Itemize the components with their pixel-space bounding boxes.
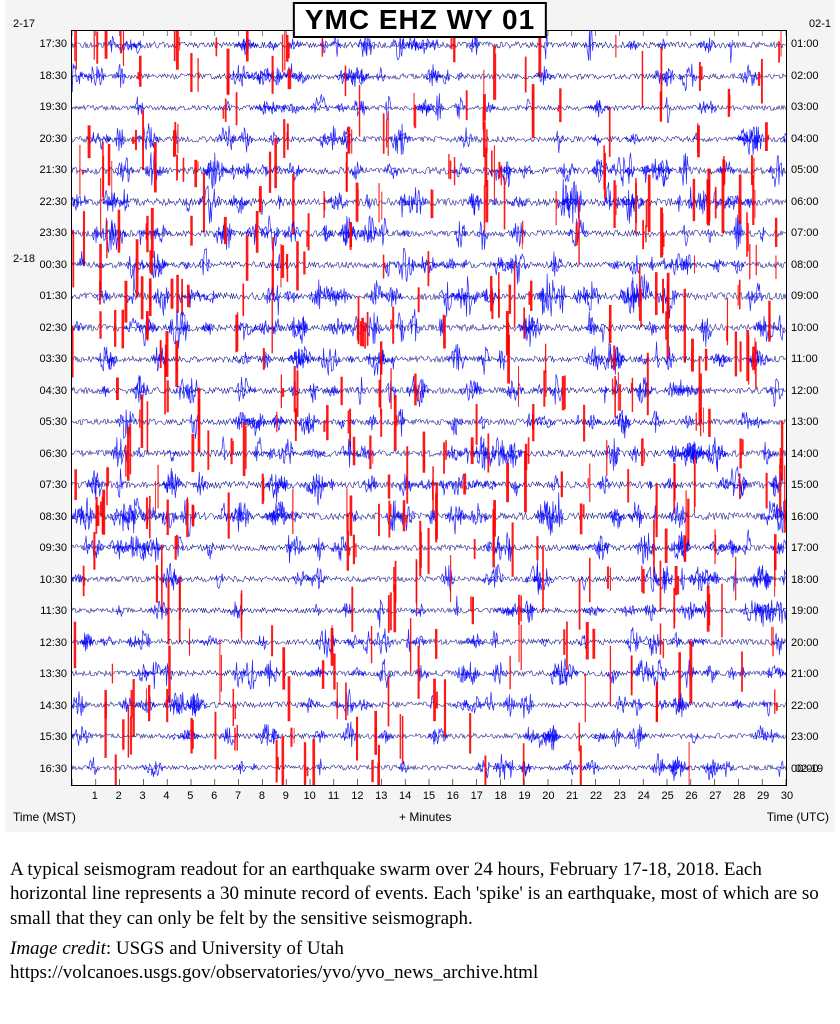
left-time-label: 16:30 [17, 763, 67, 775]
x-tick-label: 30 [781, 790, 793, 802]
source-url: https://volcanoes.usgs.gov/observatories… [0, 961, 840, 985]
x-tick-label: 2 [116, 790, 122, 802]
date-top-right: 02-1 [809, 18, 831, 30]
x-tick-label: 24 [638, 790, 650, 802]
left-time-label: 05:30 [17, 416, 67, 428]
left-time-label: 06:30 [17, 448, 67, 460]
x-tick-label: 26 [685, 790, 697, 802]
left-time-label: 14:30 [17, 700, 67, 712]
right-time-label: 13:00 [791, 416, 835, 428]
right-time-label: 14:00 [791, 448, 835, 460]
x-tick-label: 4 [163, 790, 169, 802]
right-time-label: 18:00 [791, 574, 835, 586]
x-tick-label: 5 [187, 790, 193, 802]
right-time-label: 07:00 [791, 227, 835, 239]
x-tick-label: 28 [733, 790, 745, 802]
left-time-label: 19:30 [17, 101, 67, 113]
x-tick-label: 16 [447, 790, 459, 802]
right-time-label: 01:00 [791, 38, 835, 50]
left-time-label: 08:30 [17, 511, 67, 523]
left-time-label: 04:30 [17, 385, 67, 397]
seismic-traces [72, 31, 786, 785]
x-tick-label: 21 [566, 790, 578, 802]
right-time-label: 15:00 [791, 479, 835, 491]
x-tick-label: 14 [399, 790, 411, 802]
x-tick-label: 13 [375, 790, 387, 802]
right-time-label: 17:00 [791, 542, 835, 554]
x-tick-label: 22 [590, 790, 602, 802]
x-tick-label: 17 [471, 790, 483, 802]
x-tick-label: 25 [662, 790, 674, 802]
credit-label: Image credit [10, 938, 106, 959]
plot-area [71, 30, 787, 786]
x-tick-label: 10 [304, 790, 316, 802]
right-time-label: 02:00 [791, 70, 835, 82]
x-tick-label: 27 [709, 790, 721, 802]
left-time-label: 23:30 [17, 227, 67, 239]
right-time-label: 10:00 [791, 322, 835, 334]
left-time-label: 11:30 [17, 605, 67, 617]
right-time-label: 08:00 [791, 259, 835, 271]
left-time-label: 07:30 [17, 479, 67, 491]
left-time-label: 17:30 [17, 38, 67, 50]
left-time-label: 18:30 [17, 70, 67, 82]
right-time-label: 23:00 [791, 731, 835, 743]
date-top-left: 2-17 [13, 18, 35, 30]
right-time-label: 22:00 [791, 700, 835, 712]
date-bottom-right: 02-19 [795, 763, 823, 775]
credit-text: : USGS and University of Utah [106, 938, 344, 959]
caption-text: A typical seismogram readout for an eart… [0, 832, 840, 935]
left-time-label: 22:30 [17, 196, 67, 208]
right-time-label: 20:00 [791, 637, 835, 649]
left-time-label: 21:30 [17, 164, 67, 176]
left-time-label: 01:30 [17, 290, 67, 302]
x-tick-label: 9 [283, 790, 289, 802]
right-time-label: 09:00 [791, 290, 835, 302]
left-time-label: 12:30 [17, 637, 67, 649]
right-time-label: 21:00 [791, 668, 835, 680]
right-time-label: 16:00 [791, 511, 835, 523]
x-tick-label: 23 [614, 790, 626, 802]
left-time-label: 00:30 [17, 259, 67, 271]
right-time-label: 12:00 [791, 385, 835, 397]
x-tick-label: 12 [351, 790, 363, 802]
right-time-label: 19:00 [791, 605, 835, 617]
left-time-label: 10:30 [17, 574, 67, 586]
x-tick-label: 29 [757, 790, 769, 802]
x-axis-label-left: Time (MST) [13, 810, 76, 824]
x-tick-label: 8 [259, 790, 265, 802]
x-tick-label: 7 [235, 790, 241, 802]
left-time-label: 20:30 [17, 133, 67, 145]
x-tick-label: 18 [494, 790, 506, 802]
x-tick-label: 1 [92, 790, 98, 802]
x-tick-label: 6 [211, 790, 217, 802]
right-time-label: 06:00 [791, 196, 835, 208]
right-time-label: 05:00 [791, 164, 835, 176]
right-time-label: 03:00 [791, 101, 835, 113]
x-axis-label-right: Time (UTC) [767, 810, 829, 824]
left-time-label: 03:30 [17, 353, 67, 365]
x-tick-label: 3 [140, 790, 146, 802]
x-tick-label: 11 [328, 790, 339, 802]
left-time-label: 15:30 [17, 731, 67, 743]
x-tick-label: 15 [423, 790, 435, 802]
seismogram: YMC EHZ WY 01 2-17 02-1 2-18 17:3018:301… [5, 0, 835, 832]
left-time-label: 02:30 [17, 322, 67, 334]
x-tick-label: 19 [518, 790, 530, 802]
image-credit: Image credit: USGS and University of Uta… [0, 935, 840, 961]
x-axis-label-center: + Minutes [399, 810, 451, 824]
left-time-label: 09:30 [17, 542, 67, 554]
x-tick-label: 20 [542, 790, 554, 802]
right-time-label: 04:00 [791, 133, 835, 145]
right-time-label: 11:00 [791, 353, 835, 365]
station-title: YMC EHZ WY 01 [293, 2, 547, 38]
left-time-label: 13:30 [17, 668, 67, 680]
